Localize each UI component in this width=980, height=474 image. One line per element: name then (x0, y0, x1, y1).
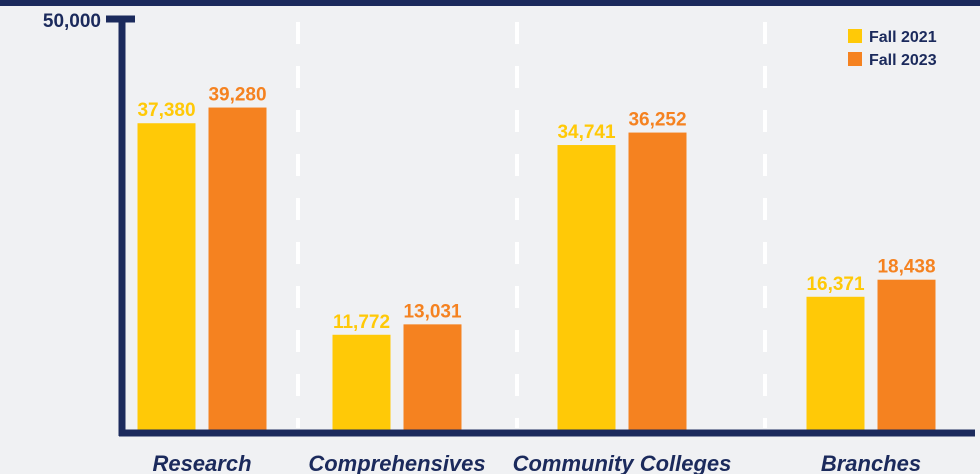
value-label: 37,380 (137, 100, 195, 121)
legend-swatch-1 (848, 29, 862, 43)
bar-comprehensives-series-1 (332, 334, 391, 432)
value-label: 16,371 (806, 274, 865, 295)
category-label-comprehensives: Comprehensives (308, 451, 485, 474)
value-label: 36,252 (628, 110, 686, 131)
bars (137, 107, 936, 433)
legend-swatch-2 (848, 52, 862, 66)
top-border (0, 0, 980, 6)
value-label: 13,031 (403, 301, 462, 322)
bar-community-colleges-series-1 (557, 145, 616, 432)
bar-research-series-1 (137, 123, 196, 432)
axes: 50,000 (43, 11, 975, 437)
value-label: 34,741 (557, 122, 616, 143)
value-label: 39,280 (208, 85, 266, 106)
bar-community-colleges-series-2 (628, 132, 687, 433)
value-label: 18,438 (877, 257, 935, 278)
value-label: 11,772 (333, 312, 390, 333)
bar-branches-series-2 (877, 279, 936, 432)
category-label-branches: Branches (821, 451, 921, 474)
category-label-research: Research (152, 451, 251, 474)
value-labels: 37,380 39,280 11,772 13,031 34,741 36,252 16,3… (137, 85, 935, 333)
bar-branches-series-1 (806, 296, 865, 432)
bar-comprehensives-series-2 (403, 324, 462, 432)
legend-label-1: Fall 2021 (869, 29, 937, 46)
category-labels: Research Comprehensives Community Colleges… (152, 451, 921, 474)
legend-label-2: Fall 2023 (869, 52, 937, 69)
legend: Fall 2021 Fall 2023 (848, 29, 937, 69)
category-label-community-colleges: Community Colleges (513, 451, 732, 474)
y-axis-max-label: 50,000 (43, 11, 101, 32)
bar-research-series-2 (208, 107, 267, 432)
